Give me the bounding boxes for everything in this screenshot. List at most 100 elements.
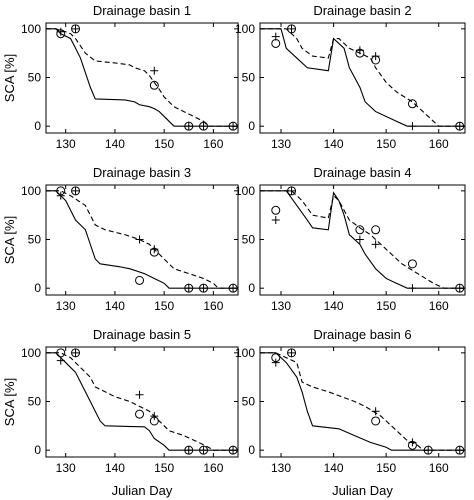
y-tick-label: 0 (248, 443, 255, 457)
observation-circle (355, 225, 365, 235)
panel-title: Drainage basin 2 (313, 3, 411, 18)
observation-plus (371, 52, 380, 61)
x-tick-label: 150 (376, 299, 396, 313)
observation-plus (150, 412, 159, 421)
y-tick-label: 50 (28, 233, 42, 247)
observation-plus (199, 446, 208, 455)
observation-plus (271, 358, 280, 367)
observation-plus (287, 186, 296, 195)
observation-plus (408, 122, 417, 131)
plot-frame (259, 184, 466, 296)
y-tick-label: 50 (242, 233, 256, 247)
observation-plus (184, 446, 193, 455)
y-tick-label: 50 (28, 395, 42, 409)
x-tick-label: 150 (376, 137, 396, 151)
x-tick-label: 160 (203, 299, 223, 313)
observation-plus (455, 284, 464, 293)
y-tick-label: 0 (34, 281, 41, 295)
plot-frame (259, 346, 466, 458)
x-tick-label: 160 (203, 461, 223, 475)
observation-plus (71, 348, 80, 357)
observation-plus (229, 122, 238, 131)
observation-plus (71, 24, 80, 33)
x-axis-label: Julian Day (332, 483, 393, 498)
observation-circle (135, 409, 145, 419)
observation-plus (184, 284, 193, 293)
x-tick-label: 140 (105, 299, 125, 313)
observation-plus (408, 284, 417, 293)
observation-circle (149, 80, 159, 90)
y-tick-label: 100 (21, 22, 41, 36)
panel: Drainage basin 1 130 140 150 160 0 50 100 SCA [%… (2, 3, 239, 151)
observation-plus (355, 235, 364, 244)
panel: Drainage basin 3 130 140 150 160 0 50 100 SCA [%… (2, 165, 239, 313)
x-tick-label: 160 (429, 299, 449, 313)
panel: Drainage basin 2 130 140 150 160 0 50 100 (235, 3, 466, 151)
y-tick-label: 100 (21, 184, 41, 198)
dashed-line (46, 28, 238, 127)
y-tick-label: 100 (235, 22, 255, 36)
y-tick-label: 0 (248, 281, 255, 295)
dashed-line (46, 352, 238, 451)
observation-plus (184, 122, 193, 131)
observation-plus (199, 122, 208, 131)
plot-frame (45, 184, 239, 296)
plot-frame (45, 22, 239, 134)
x-axis-label: Julian Day (112, 483, 173, 498)
observation-plus (455, 122, 464, 131)
observation-plus (271, 216, 280, 225)
observation-plus (371, 407, 380, 416)
observation-circle (371, 225, 381, 235)
y-tick-label: 100 (21, 346, 41, 360)
x-tick-label: 130 (271, 461, 291, 475)
x-tick-label: 150 (154, 137, 174, 151)
dashed-line (260, 28, 465, 127)
x-tick-label: 160 (429, 461, 449, 475)
observation-plus (229, 446, 238, 455)
dashed-line (260, 352, 465, 451)
y-tick-label: 50 (242, 71, 256, 85)
x-tick-label: 130 (271, 137, 291, 151)
y-tick-label: 0 (34, 443, 41, 457)
solid-line (260, 28, 465, 127)
y-tick-label: 50 (28, 71, 42, 85)
solid-line (46, 28, 238, 127)
observation-plus (271, 32, 280, 41)
panel-title: Drainage basin 5 (93, 327, 191, 342)
y-tick-label: 100 (235, 346, 255, 360)
x-tick-label: 140 (105, 137, 125, 151)
solid-line (46, 190, 238, 289)
observation-plus (56, 356, 65, 365)
solid-line (260, 352, 465, 451)
x-tick-label: 150 (376, 461, 396, 475)
plot-frame (259, 22, 466, 134)
dashed-line (260, 190, 465, 289)
x-tick-label: 140 (324, 137, 344, 151)
panel-title: Drainage basin 1 (93, 3, 191, 18)
solid-line (260, 190, 465, 289)
observation-circle (271, 205, 281, 215)
observation-plus (135, 390, 144, 399)
y-tick-label: 0 (248, 119, 255, 133)
x-tick-label: 140 (105, 461, 125, 475)
x-tick-label: 160 (203, 137, 223, 151)
y-axis-label: SCA [%] (2, 378, 17, 426)
observation-plus (199, 284, 208, 293)
panel: Drainage basin 4 130 140 150 160 0 50 100 (235, 165, 466, 313)
observation-plus (424, 446, 433, 455)
observation-plus (371, 240, 380, 249)
observation-circle (135, 275, 145, 285)
observation-circle (371, 416, 381, 426)
x-tick-label: 140 (324, 299, 344, 313)
observation-plus (408, 438, 417, 447)
observation-plus (135, 235, 144, 244)
observation-plus (56, 191, 65, 200)
observation-plus (229, 284, 238, 293)
x-tick-label: 130 (56, 137, 76, 151)
y-tick-label: 50 (242, 395, 256, 409)
x-tick-label: 150 (154, 299, 174, 313)
solid-line (46, 352, 238, 451)
panel-title: Drainage basin 4 (313, 165, 411, 180)
y-tick-label: 100 (235, 184, 255, 198)
